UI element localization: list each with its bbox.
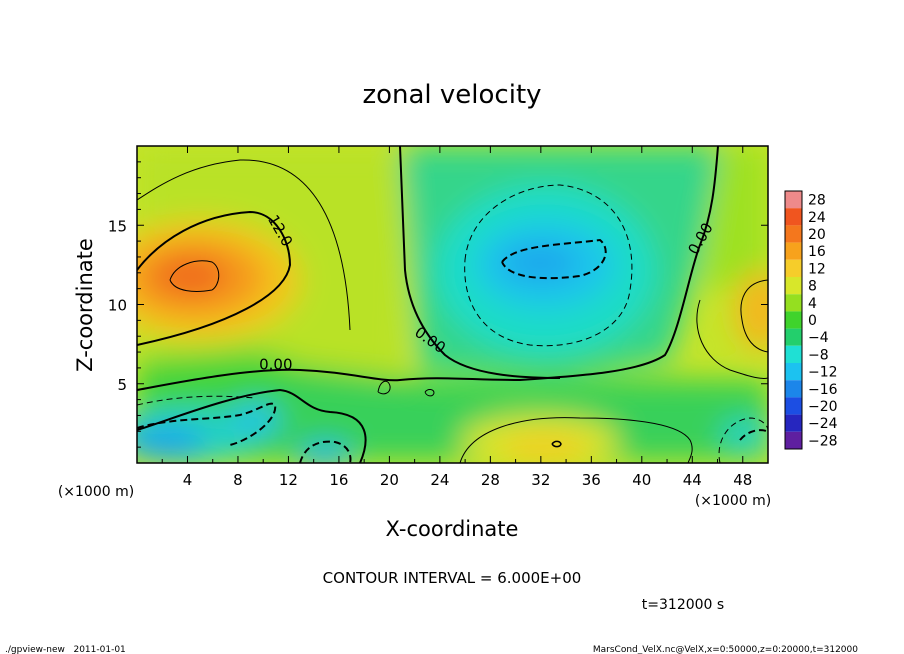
x-tick-label: 48: [733, 471, 752, 489]
x-unit-label: (×1000 m): [695, 493, 771, 509]
footer-right: MarsCond_VelX.nc@VelX,x=0:50000,z=0:2000…: [593, 645, 858, 654]
y-axis-ticks: 5 10 15: [108, 161, 768, 448]
colorbar-label: 20: [808, 227, 826, 243]
x-tick-label: 24: [430, 471, 449, 489]
colorbar-label: 8: [808, 279, 817, 295]
colorbar-cell: [785, 345, 802, 363]
contour-interval-text: CONTOUR INTERVAL = 6.000E+00: [323, 569, 582, 587]
x-axis-ticks: 4 8 12 16 20 24 28 32 36 40 44 48: [161, 146, 752, 489]
y-tick-label: 10: [108, 297, 127, 315]
colorbar-label: −24: [808, 416, 838, 432]
velocity-field: [137, 146, 768, 463]
colorbar-label: −28: [808, 433, 838, 449]
colorbar-label: −8: [808, 347, 829, 363]
y-axis-label: Z-coordinate: [73, 238, 97, 372]
x-tick-label: 28: [481, 471, 500, 489]
x-tick-label: 44: [683, 471, 702, 489]
colorbar-label: 24: [808, 210, 826, 226]
colorbar-cell: [785, 363, 802, 381]
colorbar-label: 28: [808, 193, 826, 209]
x-tick-label: 12: [279, 471, 298, 489]
y-tick-label: 5: [117, 376, 127, 394]
x-axis-label: X-coordinate: [386, 517, 519, 541]
colorbar-cell: [785, 259, 802, 277]
colorbar-cell: [785, 414, 802, 432]
contour-label: 0.00: [259, 355, 292, 373]
colorbar-label: −12: [808, 365, 838, 381]
y-unit-label: (×1000 m): [58, 484, 134, 500]
colorbar-cell: [785, 431, 802, 449]
colorbar-cell: [785, 225, 802, 243]
x-tick-label: 8: [233, 471, 243, 489]
chart-title: zonal velocity: [362, 80, 541, 110]
colorbar-label: −20: [808, 399, 838, 415]
footer-left: ./gpview-new 2011-01-01: [5, 645, 126, 654]
colorbar-cell: [785, 380, 802, 398]
colorbar-label: 16: [808, 244, 826, 260]
x-tick-label: 20: [380, 471, 399, 489]
colorbar-cell: [785, 397, 802, 415]
colorbar-cell: [785, 208, 802, 226]
x-tick-label: 32: [531, 471, 550, 489]
colorbar-cell: [785, 328, 802, 346]
colorbar-label: −4: [808, 330, 829, 346]
colorbar-label: 12: [808, 261, 826, 277]
colorbar-cell: [785, 311, 802, 329]
x-tick-label: 16: [329, 471, 348, 489]
colorbar-label: −16: [808, 382, 838, 398]
colorbar-frame: [784, 190, 803, 450]
colorbar-label: 0: [808, 313, 817, 329]
x-tick-label: 4: [183, 471, 193, 489]
x-tick-label: 40: [632, 471, 651, 489]
colorbar-cell: [785, 242, 802, 260]
y-tick-label: 15: [108, 217, 127, 235]
colorbar-cell: [785, 277, 802, 295]
colorbar-cell: [785, 191, 802, 209]
time-text: t=312000 s: [642, 597, 724, 613]
x-tick-label: 36: [582, 471, 601, 489]
colorbar-label: 4: [808, 296, 817, 312]
colorbar-cell: [785, 294, 802, 312]
